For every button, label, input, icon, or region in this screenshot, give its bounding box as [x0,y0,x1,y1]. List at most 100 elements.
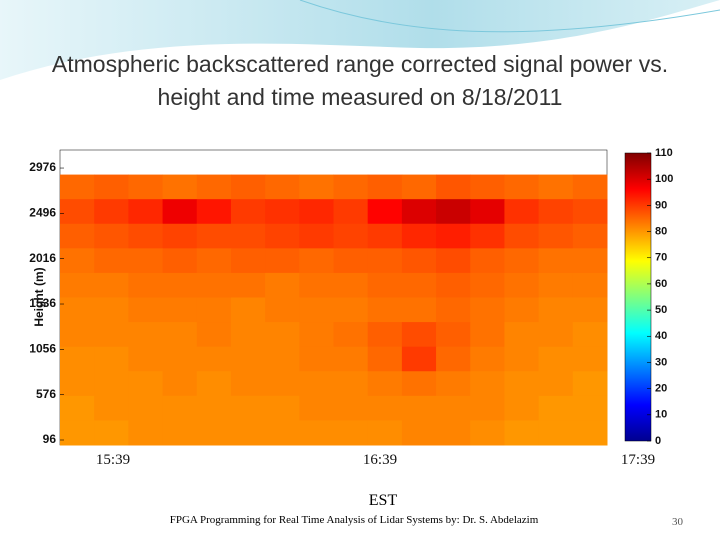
heatmap-cell [265,223,300,249]
heatmap-cell [401,223,437,249]
heatmap-cell [299,199,334,225]
heatmap-cell [401,420,437,446]
heatmap-cell [470,322,505,348]
heatmap-cell [470,297,505,323]
heatmap-cell [128,297,164,323]
heatmap-cell [538,199,574,225]
y-tick-label: 1536 [29,296,56,310]
heatmap-cell [333,346,369,372]
y-tick-label: 1056 [29,342,56,356]
heatmap-cell [470,248,505,274]
page-number: 30 [672,516,683,528]
heatmap-cell [367,248,403,274]
heatmap-cell [470,223,505,249]
heatmap-cell [128,223,164,249]
heatmap-cell [367,199,403,225]
heatmap-cell [162,395,198,421]
heatmap-cell [401,371,437,397]
heatmap-cell [436,322,471,348]
heatmap-cell [162,223,198,249]
heatmap-cell [470,174,505,200]
heatmap-cell [436,346,471,372]
heatmap-cell [367,223,403,249]
header-line [299,0,720,33]
heatmap-cell [94,248,129,274]
colorbar-tick-label: 100 [655,173,673,185]
colorbar [624,152,652,442]
heatmap-cell [436,223,471,249]
heatmap-cell [94,297,129,323]
heatmap-cell [333,199,369,225]
colorbar-tick-label: 110 [655,147,673,159]
heatmap-cell [436,395,471,421]
heatmap-cell [333,223,369,249]
x-tick-label: 16:39 [362,452,398,468]
heatmap-cell [94,322,129,348]
heatmap-cell [504,248,540,274]
heatmap-cell [128,420,164,446]
heatmap-cell [162,272,198,298]
heatmap-cell [60,395,95,421]
heatmap-cell [299,420,334,446]
heatmap-cell [572,199,608,225]
heatmap-cell [265,420,300,446]
heatmap-cell [162,297,198,323]
heatmap-cell [60,199,95,225]
heatmap-cell [572,395,608,421]
heatmap-cell [470,346,505,372]
heatmap-cell [333,248,369,274]
heatmap-cell [299,346,334,372]
heatmap-cell [265,322,300,348]
heatmap-cell [196,297,232,323]
heatmap-cell [504,346,540,372]
heatmap-cell [128,248,164,274]
heatmap-cell [265,272,300,298]
heatmap-cell [504,395,540,421]
heatmap-cell [230,248,266,274]
heatmap-cell [94,371,129,397]
heatmap-cell [230,297,266,323]
heatmap-cell [504,420,540,446]
heatmap-cell [230,174,266,200]
heatmap-cell [60,223,95,249]
heatmap-cell [162,346,198,372]
heatmap-cell [572,371,608,397]
heatmap-cell [436,174,471,200]
y-tick-label: 2016 [29,251,56,265]
heatmap-cell [265,199,300,225]
heatmap-cell [196,371,232,397]
heatmap-cell [299,248,334,274]
heatmap-cell [94,346,129,372]
heatmap-cell [538,297,574,323]
heatmap-cell [401,272,437,298]
heatmap-cell [60,420,95,446]
heatmap-cell [333,395,369,421]
heatmap-cell [367,420,403,446]
heatmap-cell [162,174,198,200]
slide-title: Atmospheric backscattered range correcte… [51,51,669,110]
heatmap-cell [572,248,608,274]
heatmap-cell [265,297,300,323]
heatmap-cell [94,223,129,249]
heatmap-cell [436,297,471,323]
heatmap-cell [538,174,574,200]
heatmap-cell [367,297,403,323]
heatmap-cell [401,346,437,372]
heatmap-cell [538,272,574,298]
heatmap-cell [230,272,266,298]
heatmap-cell [94,420,129,446]
heatmap-cell [265,371,300,397]
heatmap-cell [333,371,369,397]
y-tick-label: 576 [36,387,56,401]
footer: FPGA Programming for Real Time Analysis … [169,514,539,526]
heatmap-cell [333,174,369,200]
heatmap-cell [299,395,334,421]
heatmap-cell [265,395,300,421]
heatmap-cell [504,297,540,323]
heatmap-cell [333,272,369,298]
heatmap-cell [196,174,232,200]
heatmap-cell [436,371,471,397]
heatmap-cell [196,420,232,446]
heatmap-cell [333,322,369,348]
